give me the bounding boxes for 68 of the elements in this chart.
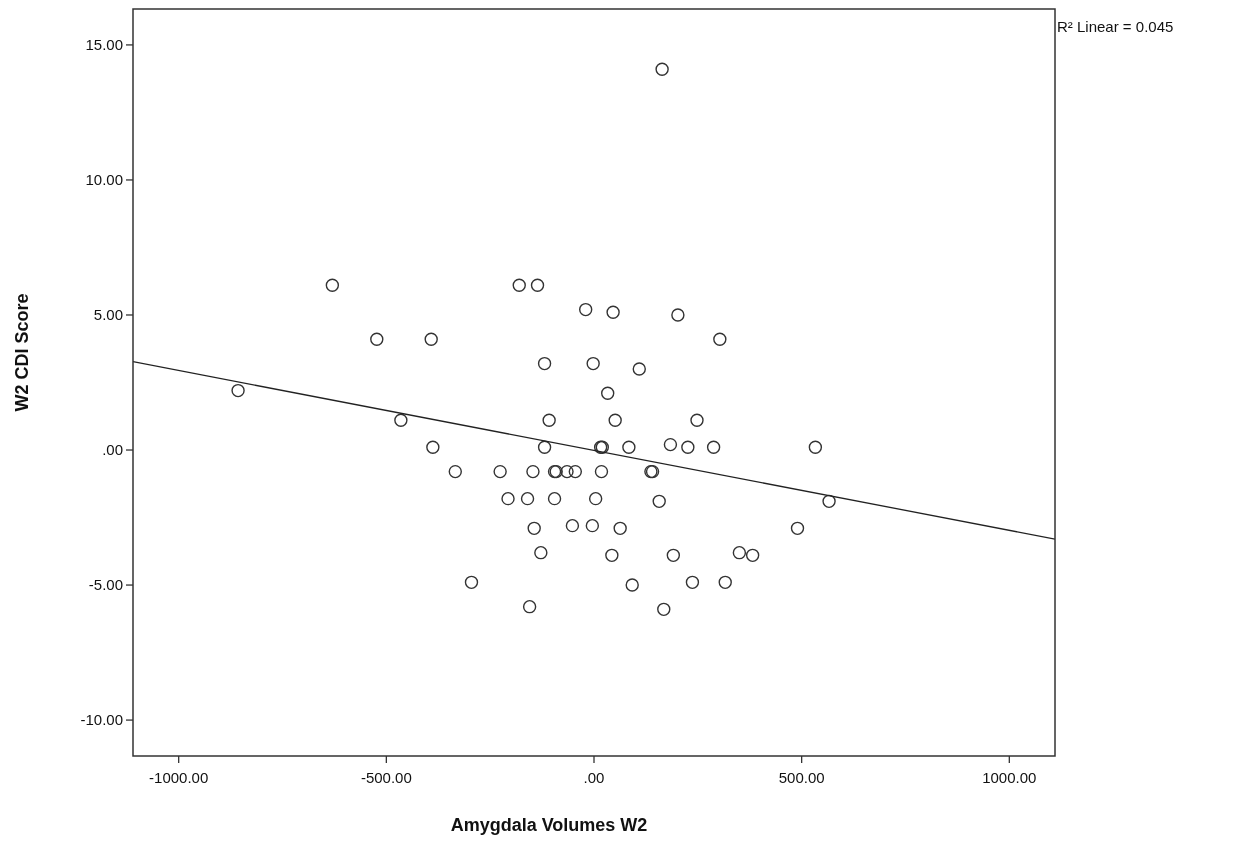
point — [685, 575, 700, 590]
point — [657, 602, 671, 617]
point — [632, 362, 646, 376]
point — [520, 491, 535, 506]
point — [613, 521, 627, 536]
x-tick-label: .00 — [583, 769, 605, 786]
point — [594, 464, 609, 479]
point — [231, 383, 245, 398]
text: R² Linear = 0.045 — [1057, 18, 1174, 35]
point — [512, 278, 526, 292]
point — [652, 494, 666, 509]
point — [608, 413, 622, 428]
point — [588, 491, 603, 506]
point — [681, 440, 695, 455]
point — [622, 440, 636, 455]
y-axis-title: W2 CDI Score — [12, 293, 32, 412]
point — [671, 308, 685, 322]
point — [601, 386, 615, 400]
x-tick-label: 500.00 — [778, 769, 825, 786]
point — [530, 278, 545, 292]
x-tick-label: -500.00 — [360, 769, 412, 786]
y-tick-label: -10.00 — [80, 711, 123, 729]
point — [655, 62, 669, 76]
point — [537, 440, 552, 455]
point — [690, 413, 704, 428]
point — [822, 494, 836, 509]
point — [547, 491, 562, 506]
point — [565, 518, 580, 533]
y-tick-label: -5.00 — [88, 576, 123, 594]
point — [527, 521, 541, 536]
point — [585, 518, 600, 533]
point — [370, 332, 384, 346]
point — [542, 413, 556, 428]
point — [426, 440, 440, 455]
point — [526, 464, 540, 479]
y-tick-label: 15.00 — [85, 36, 123, 54]
point — [706, 440, 721, 455]
point — [493, 464, 507, 479]
point — [394, 413, 408, 428]
point — [578, 302, 593, 317]
point — [560, 464, 574, 479]
point — [718, 575, 732, 590]
point — [448, 464, 462, 479]
point — [732, 545, 747, 560]
point — [424, 332, 438, 346]
point — [625, 578, 639, 592]
y-tick-label: .00 — [102, 441, 123, 459]
point — [808, 440, 823, 455]
point — [537, 356, 552, 371]
point — [522, 599, 537, 614]
point — [745, 548, 760, 563]
x-tick-label: 1000.00 — [982, 769, 1037, 786]
point — [666, 548, 681, 563]
point — [606, 305, 620, 319]
point — [325, 278, 340, 292]
y-tick-label: 10.00 — [85, 171, 123, 189]
point — [568, 464, 583, 479]
x-axis-title: Amygdala Volumes W2 — [450, 815, 648, 835]
point — [534, 545, 548, 560]
point — [464, 575, 479, 590]
y-tick-label: 5.00 — [93, 306, 123, 324]
point — [605, 548, 619, 563]
point — [663, 437, 678, 452]
point — [790, 521, 805, 536]
x-tick-label: -1000.00 — [149, 769, 209, 786]
point — [501, 491, 515, 506]
point — [713, 332, 727, 346]
point — [586, 356, 600, 371]
